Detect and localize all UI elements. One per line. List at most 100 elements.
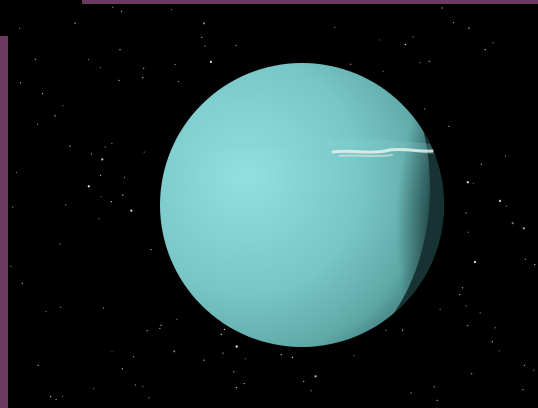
star: [170, 8, 172, 11]
star: [98, 218, 100, 220]
star: [492, 42, 494, 44]
star: [441, 7, 443, 9]
corner-block: [0, 0, 82, 36]
star: [118, 79, 120, 81]
star: [498, 199, 502, 202]
star: [19, 82, 22, 84]
star: [220, 333, 222, 335]
star: [522, 389, 524, 391]
star: [87, 185, 90, 188]
star: [467, 325, 469, 327]
star: [148, 397, 150, 399]
star: [112, 6, 114, 8]
frame-accent-bar-top: [82, 0, 538, 4]
star: [122, 194, 124, 196]
frame-accent-bar-left: [0, 36, 8, 408]
star: [448, 125, 450, 127]
star: [150, 249, 152, 251]
star: [202, 22, 206, 25]
star: [201, 36, 203, 38]
star: [41, 93, 44, 95]
star: [55, 399, 57, 401]
star: [74, 22, 76, 24]
star: [62, 105, 64, 107]
star: [36, 123, 39, 125]
star: [233, 371, 235, 373]
star: [54, 115, 56, 117]
star: [69, 145, 71, 147]
star: [382, 70, 384, 72]
star: [410, 392, 412, 394]
star: [203, 359, 205, 361]
star: [468, 27, 470, 29]
star: [223, 328, 225, 330]
star: [310, 390, 312, 392]
star: [15, 171, 18, 174]
star: [102, 307, 105, 309]
star: [412, 36, 414, 38]
star: [465, 305, 467, 307]
star: [34, 58, 36, 60]
star: [534, 264, 536, 266]
star: [60, 306, 62, 308]
star: [504, 155, 507, 157]
star: [134, 384, 137, 386]
star: [505, 205, 507, 207]
star: [104, 146, 106, 148]
star: [21, 282, 23, 284]
star: [90, 153, 92, 155]
star: [243, 383, 245, 385]
star: [459, 294, 461, 296]
star: [88, 59, 90, 61]
star: [533, 369, 535, 371]
star: [236, 386, 238, 389]
star: [473, 260, 477, 264]
star: [65, 204, 67, 206]
star: [523, 364, 526, 366]
star: [174, 63, 176, 66]
star: [484, 49, 486, 51]
star: [314, 375, 317, 378]
star: [160, 324, 162, 326]
star: [378, 39, 381, 41]
starfield: [10, 6, 536, 401]
star: [124, 176, 126, 178]
cloud-streak: [331, 147, 434, 158]
star: [222, 352, 224, 354]
star: [494, 327, 496, 329]
star: [12, 206, 14, 208]
star: [244, 358, 246, 360]
star: [120, 10, 123, 12]
star: [428, 60, 430, 63]
star: [37, 364, 39, 366]
star: [491, 341, 493, 343]
star: [235, 44, 237, 47]
star: [280, 354, 282, 356]
star: [101, 158, 104, 161]
star: [461, 287, 464, 289]
star: [178, 81, 180, 83]
star: [159, 327, 161, 329]
star: [204, 45, 206, 47]
star: [480, 163, 482, 165]
star: [452, 22, 454, 24]
star: [100, 196, 102, 198]
star: [143, 67, 145, 69]
star: [142, 77, 144, 79]
star: [111, 351, 113, 353]
star: [45, 310, 47, 313]
star: [303, 380, 305, 382]
star: [522, 227, 525, 230]
planet-icon: [160, 63, 444, 347]
star: [419, 62, 421, 64]
star: [121, 368, 123, 370]
star: [146, 330, 148, 332]
star: [436, 399, 438, 401]
star: [466, 181, 469, 184]
star: [50, 396, 52, 398]
star: [498, 350, 500, 352]
star: [465, 212, 467, 214]
star: [61, 395, 64, 397]
star: [291, 356, 293, 358]
